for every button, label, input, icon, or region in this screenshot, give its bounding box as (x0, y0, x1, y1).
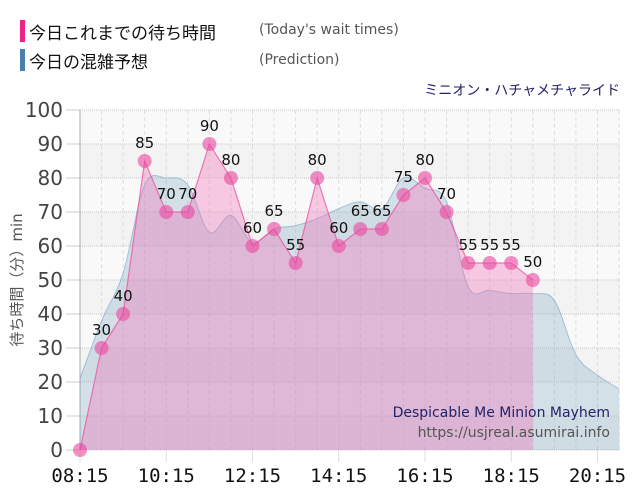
today-data-point[interactable] (288, 256, 303, 270)
plot-band (80, 348, 620, 382)
y-tick-label: 100 (25, 98, 63, 122)
data-label: 80 (308, 151, 327, 169)
y-tick-label: 20 (38, 370, 63, 394)
today-data-point[interactable] (94, 341, 109, 355)
x-tick-label: 14:15 (310, 465, 367, 487)
data-label: 65 (351, 202, 370, 220)
data-label: 80 (221, 151, 240, 169)
today-data-point[interactable] (331, 239, 346, 253)
data-label: 70 (178, 185, 197, 203)
today-line (79, 142, 534, 451)
data-label: 55 (480, 236, 499, 254)
watermark-title: Despicable Me Minion Mayhem (393, 405, 610, 421)
legend-prediction-label-en: (Prediction) (259, 52, 340, 68)
today-data-point[interactable] (245, 239, 260, 253)
data-label: 50 (523, 253, 542, 271)
x-tick-label: 12:15 (224, 465, 281, 487)
plot-band (80, 144, 620, 178)
legend-prediction-swatch (20, 49, 25, 71)
y-tick-label: 30 (38, 336, 63, 360)
y-axis-label: 待ち時間（分）min (8, 213, 26, 346)
today-data-point[interactable] (223, 171, 238, 185)
today-data-point[interactable] (353, 222, 368, 236)
data-label: 30 (92, 321, 111, 339)
today-data-point[interactable] (482, 256, 497, 270)
today-data-point[interactable] (73, 443, 87, 457)
today-data-point[interactable] (137, 154, 152, 168)
data-label: 85 (135, 134, 154, 152)
data-label: 40 (114, 287, 133, 305)
data-label: 60 (243, 219, 262, 237)
plot-band (80, 416, 620, 450)
watermark-url: https://usjreal.asumirai.info (418, 425, 610, 441)
today-data-point[interactable] (267, 222, 282, 236)
today-data-point[interactable] (202, 137, 217, 151)
legend-prediction-label-jp: 今日の混雑予想 (29, 52, 148, 73)
x-tick-label: 20:15 (569, 465, 626, 487)
y-tick-label: 80 (38, 166, 63, 190)
y-tick-label: 70 (38, 200, 63, 224)
today-data-point[interactable] (461, 256, 476, 270)
data-label: 65 (265, 202, 284, 220)
today-data-point[interactable] (180, 205, 195, 219)
legend-today: 今日これまでの待ち時間 (20, 20, 216, 44)
y-tick-label: 40 (38, 302, 63, 326)
legend-today-label-en: (Today's wait times) (259, 22, 399, 38)
today-data-point[interactable] (525, 273, 540, 287)
data-label: 90 (200, 117, 219, 135)
prediction-area (80, 175, 620, 451)
y-tick-label: 0 (50, 438, 63, 462)
legend-today-swatch (20, 20, 25, 42)
today-data-point[interactable] (504, 256, 519, 270)
plot-band (80, 314, 620, 348)
today-data-point[interactable] (310, 171, 325, 185)
data-label: 65 (372, 202, 391, 220)
data-label: 60 (329, 219, 348, 237)
data-label: 55 (502, 236, 521, 254)
y-tick-label: 90 (38, 132, 63, 156)
legend-today-label-jp: 今日これまでの待ち時間 (29, 23, 216, 44)
x-tick-label: 18:15 (483, 465, 540, 487)
x-tick-label: 08:15 (51, 465, 108, 487)
data-label: 55 (286, 236, 305, 254)
today-data-point[interactable] (439, 205, 454, 219)
x-tick-label: 10:15 (138, 465, 195, 487)
prediction-line (79, 174, 620, 390)
today-data-point[interactable] (374, 222, 389, 236)
data-label: 80 (415, 151, 434, 169)
ride-name: ミニオン・ハチャメチャライド (424, 83, 620, 99)
data-label: 75 (394, 168, 413, 186)
legend-prediction: 今日の混雑予想 (20, 49, 148, 73)
today-data-point[interactable] (116, 307, 131, 321)
plot-band (80, 110, 620, 144)
today-data-point[interactable] (396, 188, 411, 202)
y-tick-label: 60 (38, 234, 63, 258)
data-label: 55 (459, 236, 478, 254)
y-tick-label: 50 (38, 268, 63, 292)
today-area (80, 144, 533, 450)
today-data-point[interactable] (159, 205, 174, 219)
today-data-point[interactable] (418, 171, 432, 185)
x-tick-label: 16:15 (396, 465, 453, 487)
data-label: 70 (437, 185, 456, 203)
plot-band (80, 382, 620, 416)
data-label: 70 (157, 185, 176, 203)
y-tick-label: 10 (38, 404, 63, 428)
